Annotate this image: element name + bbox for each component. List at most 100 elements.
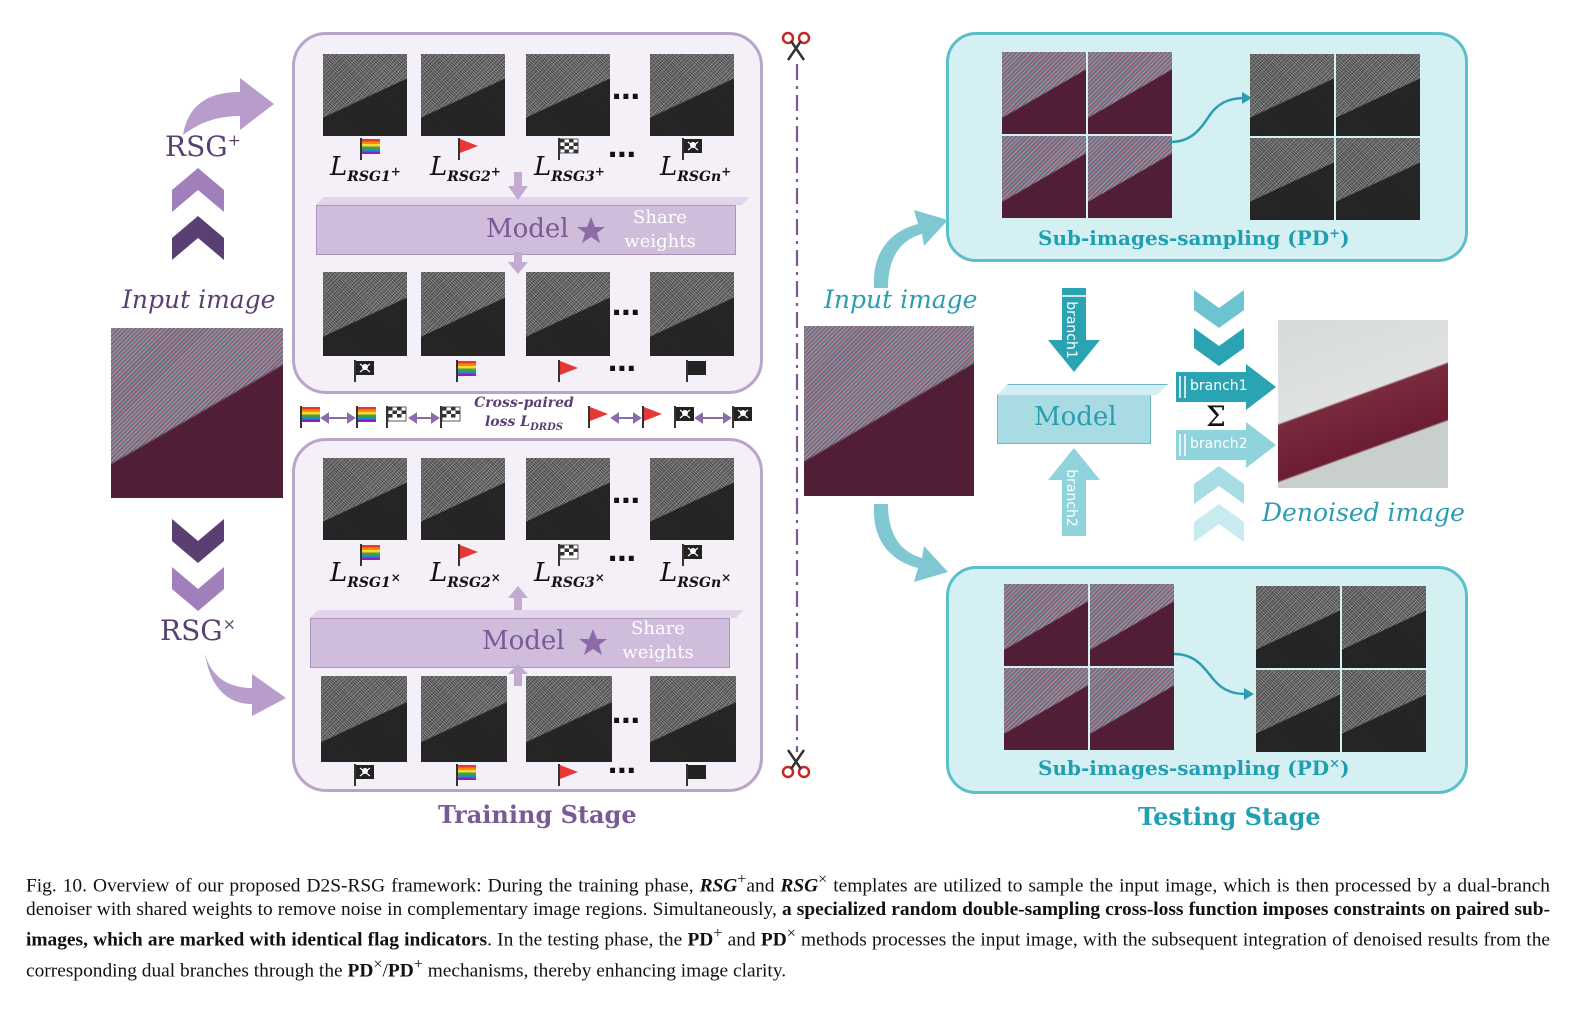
ellipsis: ⋯	[608, 542, 636, 575]
train-top-subimage-n	[650, 54, 734, 136]
test-top-output-2	[1336, 54, 1420, 136]
down-arrow-icon	[508, 252, 528, 274]
chevrons-up-icon	[1194, 466, 1244, 542]
curved-arrow-down-icon	[873, 504, 948, 582]
rainbow-flag-icon	[360, 544, 380, 566]
pirate-flag-icon	[674, 406, 694, 428]
training-model-block-top	[316, 205, 736, 255]
model-top-depth	[316, 197, 750, 205]
train-top-subimage-1	[323, 54, 407, 136]
train-bottom-output-1	[321, 676, 407, 762]
denoised-image-label: Denoised image	[1262, 498, 1465, 527]
sum-symbol: Σ	[1206, 400, 1226, 433]
pirate-flag-icon	[354, 360, 374, 382]
test-top-subimage-3	[1002, 136, 1086, 218]
testing-stage-title: Testing Stage	[1138, 802, 1321, 831]
testing-model-depth	[997, 384, 1168, 395]
training-model-label-bottom: Model	[482, 626, 565, 656]
down-arrow-icon	[508, 172, 528, 200]
test-bottom-subimage-2	[1090, 584, 1174, 666]
branch2-right-arrow-icon	[1176, 422, 1276, 468]
test-top-subimage-2	[1088, 52, 1172, 134]
checkered-flag-icon	[558, 138, 579, 160]
ellipsis: ⋯	[608, 352, 636, 385]
branch1-right-arrow-icon	[1176, 364, 1276, 410]
train-bottom-subimage-2	[421, 458, 505, 540]
test-bottom-output-3	[1256, 670, 1340, 752]
test-bottom-output-1	[1256, 586, 1340, 668]
pirate-flag-icon	[354, 764, 374, 786]
branch2-label-vertical: branch2	[1062, 469, 1079, 527]
train-top-output-n	[650, 272, 734, 356]
branch2-up-arrow-icon	[1048, 448, 1100, 536]
pirate-flag-icon	[682, 544, 702, 566]
train-top-subimage-2	[421, 54, 505, 136]
testing-input-label: Input image	[824, 285, 978, 314]
rainbow-flag-icon	[300, 406, 320, 428]
train-top-output-1	[323, 272, 407, 356]
rsg-times-label: RSG×	[160, 614, 237, 647]
test-top-output-4	[1336, 138, 1420, 220]
branch1-label-vertical: branch1	[1062, 301, 1079, 359]
figure-caption: Fig. 10. Overview of our proposed D2S-RS…	[26, 871, 1550, 982]
loss-label-bottom-n: LRSGn×	[660, 558, 732, 592]
checkered-flag-icon	[440, 406, 461, 428]
training-input-image	[111, 328, 283, 498]
sampling-top-label: Sub-images-sampling (PD+)	[1038, 226, 1350, 250]
train-bottom-output-2	[421, 676, 507, 762]
scissors-icon	[781, 749, 811, 779]
curved-arrow-up-icon	[873, 210, 948, 288]
cross-paired-row: Cross-paired loss LDRDS	[296, 395, 756, 434]
star-icon	[577, 217, 605, 243]
train-bottom-output-n	[650, 676, 736, 762]
loss-label-top-1: LRSG1+	[330, 152, 401, 186]
up-arrow-icon	[508, 664, 528, 686]
rainbow-flag-icon	[456, 764, 476, 786]
training-model-block-bottom	[310, 618, 730, 668]
black-flag-icon	[686, 360, 706, 382]
star-icon	[579, 629, 607, 655]
black-flag-icon	[686, 764, 706, 786]
train-bottom-output-3	[526, 676, 612, 762]
loss-label-top-n: LRSGn+	[660, 152, 732, 186]
ellipsis: ⋯	[612, 484, 640, 517]
branch2-label: branch2	[1190, 436, 1248, 452]
chevrons-down-icon	[172, 519, 224, 611]
ellipsis: ⋯	[612, 704, 640, 737]
training-model-label-top: Model	[486, 214, 569, 244]
testing-model-label: Model	[1034, 402, 1117, 432]
share-weights-bottom: Share weights	[622, 618, 694, 663]
branch1-label: branch1	[1190, 378, 1248, 394]
test-bottom-subimage-1	[1004, 584, 1088, 666]
red-flag-icon	[642, 406, 662, 428]
loss-label-top-3: LRSG3+	[534, 152, 605, 186]
chevrons-up-icon	[172, 168, 224, 260]
red-flag-icon	[458, 544, 478, 566]
rsg-plus-label: RSG+	[165, 130, 242, 163]
train-bottom-subimage-n	[650, 458, 734, 540]
test-top-subimage-1	[1002, 52, 1086, 134]
checkered-flag-icon	[386, 406, 407, 428]
stage-separator	[795, 64, 799, 752]
cross-paired-loss-label: Cross-paired loss LDRDS	[474, 395, 574, 433]
rainbow-flag-icon	[456, 360, 476, 382]
ellipsis: ⋯	[612, 80, 640, 113]
chevrons-down-icon	[1194, 290, 1244, 366]
red-flag-icon	[558, 360, 578, 382]
train-bottom-subimage-1	[323, 458, 407, 540]
up-arrow-icon	[508, 586, 528, 610]
rainbow-flag-icon	[356, 406, 376, 428]
curved-arrow-icon	[1173, 652, 1254, 700]
share-weights-top: Share weights	[624, 207, 696, 252]
test-bottom-output-2	[1342, 586, 1426, 668]
curved-arrow-top-icon	[183, 78, 274, 135]
red-flag-icon	[588, 406, 608, 428]
curved-arrow-bottom-icon	[205, 653, 286, 716]
test-top-subimage-4	[1088, 136, 1172, 218]
train-top-output-2	[421, 272, 505, 356]
curved-arrow-icon	[1169, 92, 1252, 144]
ellipsis: ⋯	[608, 138, 636, 171]
checkered-flag-icon	[558, 544, 579, 566]
test-top-output-3	[1250, 138, 1334, 220]
rainbow-flag-icon	[360, 138, 380, 160]
